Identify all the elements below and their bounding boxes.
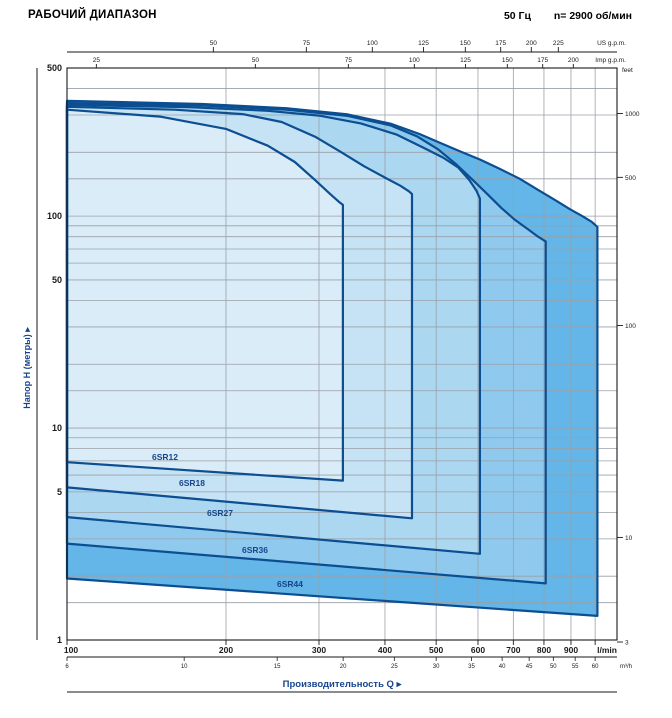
imp-gpm-tick-label: 125 — [460, 57, 471, 64]
us-gpm-tick-label: 150 — [460, 40, 471, 47]
feet-tick-label: 100 — [625, 323, 636, 330]
y-tick-label: 1 — [57, 635, 62, 645]
us-gpm-tick-label: 200 — [526, 40, 537, 47]
m3h-tick-label: 35 — [468, 664, 475, 670]
feet-unit-label: feet — [622, 67, 633, 74]
y-tick-label: 500 — [47, 63, 62, 73]
lmin-tick-label: 400 — [378, 645, 392, 655]
lmin-tick-label: 200 — [219, 645, 233, 655]
y-axis-title: Напор H (метры) ▸ — [22, 327, 32, 409]
header-operating-conditions: 50 Гц n= 2900 об/мин — [484, 10, 632, 22]
us-gpm-tick-label: 75 — [303, 40, 311, 47]
y-tick-label: 10 — [52, 423, 62, 433]
range-outline-6sr18 — [65, 105, 414, 520]
lmin-tick-label: 600 — [471, 645, 485, 655]
m3h-tick-label: 30 — [433, 664, 440, 670]
lmin-tick-label: 100 — [64, 645, 78, 655]
m3h-tick-label: 6 — [65, 664, 69, 670]
speed-label: n= 2900 об/мин — [553, 10, 632, 22]
m3h-tick-label: 60 — [592, 664, 599, 670]
imp-gpm-tick-label: 50 — [252, 57, 260, 64]
m3h-tick-label: 15 — [274, 664, 281, 670]
m3h-tick-label: 50 — [550, 664, 557, 670]
m3h-tick-label: 45 — [526, 664, 533, 670]
range-outline-6sr36 — [65, 101, 547, 585]
imp-gpm-unit-label: Imp g.p.m. — [595, 57, 626, 64]
range-outline-6sr44 — [65, 99, 599, 617]
range-outline-6sr27 — [65, 103, 481, 555]
series-label-6sr36: 6SR36 — [242, 545, 268, 555]
plot-frame — [66, 67, 618, 641]
lmin-tick-label: 800 — [537, 645, 551, 655]
y-tick-label: 100 — [47, 211, 62, 221]
us-gpm-tick-label: 125 — [418, 40, 429, 47]
feet-tick-label: 500 — [625, 175, 636, 182]
m3h-unit-label: m³/h — [620, 664, 632, 670]
m3h-tick-label: 55 — [572, 664, 579, 670]
imp-gpm-tick-label: 175 — [537, 57, 548, 64]
feet-tick-label: 1000 — [625, 111, 640, 118]
series-label-6sr27: 6SR27 — [207, 508, 233, 518]
y-tick-label: 50 — [52, 275, 62, 285]
us-gpm-tick-label: 100 — [367, 40, 378, 47]
series-label-6sr18: 6SR18 — [179, 478, 205, 488]
lmin-tick-label: 300 — [312, 645, 326, 655]
lmin-unit-label: l/min — [597, 645, 617, 655]
page-title: РАБОЧИЙ ДИАПАЗОН — [28, 9, 157, 21]
us-gpm-unit-label: US g.p.m. — [597, 40, 626, 47]
frequency-label: 50 Гц — [503, 10, 531, 22]
us-gpm-tick-label: 50 — [210, 40, 218, 47]
x-axis-title: Производительность Q ▸ — [283, 679, 403, 690]
range-area-6sr12 — [67, 109, 343, 481]
imp-gpm-tick-label: 150 — [502, 57, 513, 64]
us-gpm-tick-label: 225 — [553, 40, 564, 47]
m3h-tick-label: 25 — [391, 664, 398, 670]
page-header: РАБОЧИЙ ДИАПАЗОН 50 Гц n= 2900 об/мин — [0, 7, 672, 31]
series-label-6sr12: 6SR12 — [152, 452, 178, 462]
imp-gpm-tick-label: 100 — [409, 57, 420, 64]
m3h-tick-label: 40 — [499, 664, 506, 670]
us-gpm-tick-label: 175 — [495, 40, 506, 47]
series-label-6sr44: 6SR44 — [277, 579, 303, 589]
lmin-tick-label: 500 — [429, 645, 443, 655]
imp-gpm-tick-label: 25 — [93, 57, 101, 64]
lmin-tick-label: 900 — [564, 645, 578, 655]
range-outline-6sr12 — [65, 108, 344, 482]
feet-tick-label: 3 — [625, 640, 629, 647]
imp-gpm-tick-label: 75 — [345, 57, 353, 64]
m3h-tick-label: 20 — [340, 664, 347, 670]
y-tick-label: 5 — [57, 487, 62, 497]
m3h-tick-label: 10 — [181, 664, 188, 670]
feet-tick-label: 10 — [625, 535, 633, 542]
lmin-tick-label: 700 — [506, 645, 520, 655]
imp-gpm-tick-label: 200 — [568, 57, 579, 64]
